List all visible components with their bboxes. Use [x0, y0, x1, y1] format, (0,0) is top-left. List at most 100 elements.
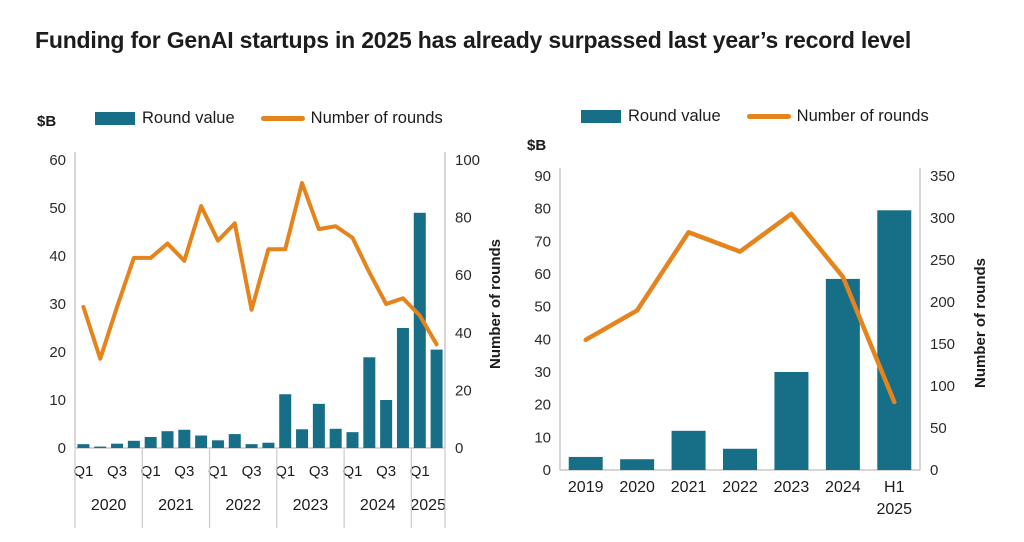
bar-q4-2020 — [127, 440, 140, 448]
x-tick-label: Q1 — [208, 463, 228, 480]
bar-q1-2022 — [211, 440, 224, 448]
left-axis-tick: 50 — [534, 299, 551, 316]
right-axis-tick: 50 — [930, 420, 947, 437]
legend-round-value-label: Round value — [628, 107, 721, 125]
right-axis-title: Number of rounds — [487, 239, 504, 369]
bar-q1-2025 — [413, 212, 426, 448]
x-tick-label: H1 — [884, 479, 905, 496]
bar-q2-2022 — [228, 434, 241, 448]
bar-q2-2025 — [430, 349, 443, 448]
x-tick-label: 2020 — [619, 479, 655, 496]
bar-q1-2024 — [346, 432, 359, 448]
bar-q2-2024 — [363, 357, 376, 448]
x-tick-label: 2019 — [568, 479, 604, 496]
year-group-label: 2024 — [360, 497, 396, 514]
x-tick-label: Q3 — [174, 463, 194, 480]
bar-2020 — [620, 459, 655, 470]
bar-q2-2020 — [94, 446, 107, 448]
round-value-swatch-icon — [581, 110, 621, 123]
left-axis-tick: 60 — [49, 152, 66, 169]
bar-2023 — [774, 372, 809, 470]
bar-q3-2022 — [245, 444, 258, 448]
legend-number-of-rounds-label: Number of rounds — [796, 107, 929, 125]
bar-q1-2023 — [279, 394, 292, 448]
left-axis-tick: 30 — [534, 364, 551, 381]
bar-q1-2020 — [77, 444, 90, 448]
year-group-label: 2022 — [225, 497, 261, 514]
bar-q3-2020 — [111, 443, 124, 448]
bar-q4-2024 — [396, 328, 409, 448]
number-of-rounds-swatch-icon — [260, 116, 305, 121]
number-of-rounds-line — [583, 211, 897, 405]
x-tick-label: 2023 — [774, 479, 810, 496]
bar-q3-2023 — [312, 403, 325, 448]
year-group-label: 2020 — [91, 497, 127, 514]
right-axis-tick: 80 — [455, 210, 472, 227]
bar-q4-2021 — [195, 435, 208, 448]
right-axis-tick: 100 — [930, 378, 955, 395]
x-tick-label: Q1 — [141, 463, 161, 480]
x-tick-label: Q1 — [342, 463, 362, 480]
left-axis-tick: 20 — [49, 344, 66, 361]
right-axis-title: Number of rounds — [972, 258, 989, 388]
right-axis-tick: 60 — [455, 267, 472, 284]
year-group-label: 2023 — [293, 497, 329, 514]
x-tick-label: Q3 — [309, 463, 329, 480]
bar-q4-2023 — [329, 428, 342, 448]
legend-number-of-rounds-label: Number of rounds — [310, 109, 443, 127]
bar-q3-2021 — [178, 429, 191, 448]
chart-title: Funding for GenAI startups in 2025 has a… — [35, 27, 912, 53]
right-chart-unit-label: $B — [527, 137, 547, 154]
bar-2019 — [568, 456, 603, 470]
left-axis-tick: 90 — [534, 168, 551, 185]
left-axis-tick: 10 — [534, 429, 551, 446]
right-axis-tick: 100 — [455, 152, 480, 169]
left-chart-unit-label: $B — [37, 113, 57, 130]
x-tick-label: 2024 — [825, 479, 861, 496]
x-tick-label: Q1 — [275, 463, 295, 480]
year-group-label: 2025 — [410, 497, 446, 514]
right-axis-tick: 0 — [455, 440, 463, 457]
x-tick-label: Q3 — [376, 463, 396, 480]
left-axis-tick: 50 — [49, 200, 66, 217]
left-axis-tick: 70 — [534, 233, 551, 250]
quarterly-funding-chart: 0 10 20 30 40 50 60 0 20 40 60 80 100 Number of round… — [49, 152, 504, 528]
left-axis-tick: 80 — [534, 201, 551, 218]
legend-right: Round value Number of rounds — [581, 107, 929, 126]
bar-2024 — [825, 278, 860, 470]
round-value-swatch-icon — [95, 112, 135, 125]
bar-q4-2022 — [262, 442, 275, 448]
left-axis-tick: 40 — [49, 248, 66, 265]
number-of-rounds-swatch-icon — [746, 114, 791, 119]
right-axis-tick: 300 — [930, 210, 955, 227]
left-axis-tick: 0 — [543, 462, 551, 479]
x-tick-label: 2022 — [722, 479, 758, 496]
right-axis-tick: 0 — [930, 462, 938, 479]
bar-2022 — [723, 448, 757, 470]
bar-2021 — [671, 430, 706, 470]
bar-q1-2021 — [144, 436, 157, 448]
year-group-label: 2021 — [158, 497, 194, 514]
left-axis-tick: 40 — [534, 331, 551, 348]
annual-funding-chart: 0 10 20 30 40 50 60 70 80 90 0 50 100 150 200 250 300 350… — [534, 168, 989, 518]
left-axis-tick: 0 — [58, 440, 66, 457]
x-tick-label: Q3 — [107, 463, 127, 480]
x-tick-label: Q1 — [410, 463, 430, 480]
right-axis-tick: 200 — [930, 294, 955, 311]
x-tick-label: 2021 — [671, 479, 707, 496]
left-axis-tick: 10 — [49, 392, 66, 409]
right-axis-tick: 40 — [455, 325, 472, 342]
left-axis-tick: 60 — [534, 266, 551, 283]
right-axis-tick: 350 — [930, 168, 955, 185]
legend-round-value-label: Round value — [142, 109, 235, 127]
bar-q2-2023 — [296, 429, 309, 448]
bar-q2-2021 — [161, 431, 174, 448]
right-axis-tick: 250 — [930, 252, 955, 269]
bar-q3-2024 — [380, 400, 393, 448]
number-of-rounds-line — [81, 181, 439, 361]
x-tick-label: Q3 — [242, 463, 262, 480]
right-axis-tick: 20 — [455, 382, 472, 399]
left-axis-tick: 20 — [534, 397, 551, 414]
left-axis-tick: 30 — [49, 296, 66, 313]
x-tick-label: 2025 — [876, 501, 912, 518]
